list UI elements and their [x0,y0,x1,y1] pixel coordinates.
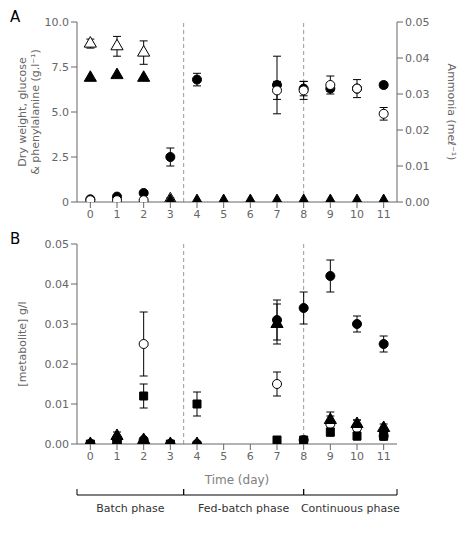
svg-text:9: 9 [327,450,334,463]
svg-text:2.5: 2.5 [52,151,70,164]
svg-text:0.03: 0.03 [45,318,70,331]
svg-text:0.05: 0.05 [45,238,70,251]
svg-text:0.02: 0.02 [405,124,430,137]
svg-text:1: 1 [114,208,121,221]
svg-text:8: 8 [300,208,307,221]
svg-text:0.03: 0.03 [405,88,430,101]
svg-text:0.05: 0.05 [405,16,430,29]
svg-text:3: 3 [167,208,174,221]
svg-text:0.01: 0.01 [405,160,430,173]
svg-text:0.01: 0.01 [45,398,70,411]
svg-text:Time (day): Time (day) [204,473,270,487]
svg-text:1: 1 [114,450,121,463]
svg-text:0.00: 0.00 [45,438,70,451]
html-text:A: A [10,8,21,26]
svg-text:[metabolite] g/l: [metabolite] g/l [16,301,29,386]
svg-text:5.0: 5.0 [52,106,70,119]
svg-text:11: 11 [377,450,391,463]
svg-text:7.5: 7.5 [52,61,70,74]
svg-text:4: 4 [194,208,201,221]
svg-text:11: 11 [377,208,391,221]
html-text:B: B [10,230,21,248]
svg-text:3: 3 [167,450,174,463]
svg-text:0.02: 0.02 [45,358,70,371]
svg-text:2: 2 [140,450,147,463]
svg-text:2: 2 [140,208,147,221]
svg-text:9: 9 [327,208,334,221]
svg-text:10.0: 10.0 [45,16,70,29]
svg-text:10: 10 [350,450,364,463]
svg-text:4: 4 [194,450,201,463]
svg-text:0.04: 0.04 [405,52,430,65]
svg-text:Batch phase: Batch phase [96,502,165,515]
svg-text:0: 0 [87,208,94,221]
svg-text:5: 5 [220,450,227,463]
svg-text:7: 7 [274,208,281,221]
svg-text:0.00: 0.00 [405,196,430,209]
svg-text:8: 8 [300,450,307,463]
svg-text:10: 10 [350,208,364,221]
svg-text:Ammonia (meℓ⁻¹): Ammonia (meℓ⁻¹) [445,64,458,161]
svg-text:6: 6 [247,208,254,221]
svg-text:Fed-batch phase: Fed-batch phase [198,502,289,515]
svg-text:Continuous phase: Continuous phase [301,502,400,515]
svg-text:0.04: 0.04 [45,278,70,291]
svg-text:7: 7 [274,450,281,463]
svg-text:Dry weight, glucose& phenylala: Dry weight, glucose& phenylalanine (g.l⁻… [16,49,42,174]
svg-text:5: 5 [220,208,227,221]
svg-text:6: 6 [247,450,254,463]
svg-text:0: 0 [87,450,94,463]
svg-text:0: 0 [62,196,69,209]
